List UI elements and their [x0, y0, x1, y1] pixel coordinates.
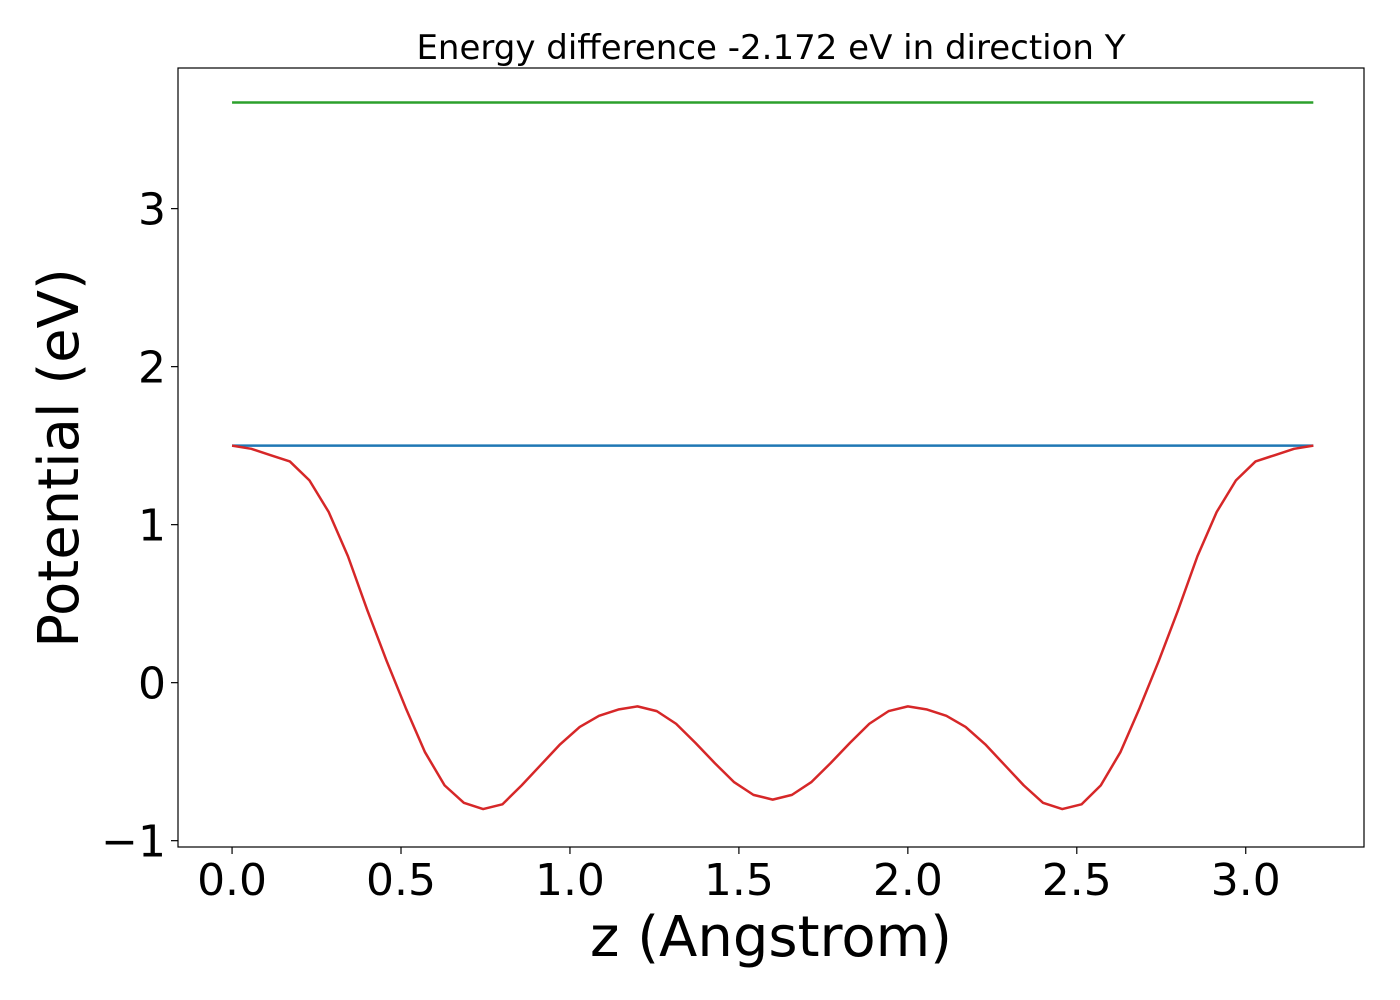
- series-red-potential-curve: [231, 444, 1314, 811]
- y-tick-label: 3: [138, 185, 166, 236]
- x-axis-label: z (Angstrom): [590, 905, 952, 970]
- series-layer: [231, 101, 1314, 811]
- x-tick-label: 1.0: [535, 855, 605, 906]
- x-tick-label: 2.0: [873, 855, 943, 906]
- y-tick-label: 2: [138, 343, 166, 394]
- chart-title: Energy difference -2.172 eV in direction…: [416, 28, 1125, 68]
- y-tick-label: 1: [138, 501, 166, 552]
- y-tick-label: −1: [101, 817, 166, 868]
- x-tick-label: 2.5: [1042, 855, 1112, 906]
- plot-area-frame: [177, 67, 1365, 848]
- y-axis-ticks: −1 0 1 2 3: [101, 185, 178, 868]
- y-tick-label: 0: [138, 659, 166, 710]
- x-tick-label: 0.5: [366, 855, 436, 906]
- x-tick-label: 1.5: [704, 855, 774, 906]
- x-tick-label: 3.0: [1211, 855, 1281, 906]
- y-axis-label: Potential (eV): [27, 268, 92, 648]
- x-axis-ticks: 0.0 0.5 1.0 1.5 2.0 2.5 3.0: [197, 847, 1281, 906]
- x-tick-label: 0.0: [197, 855, 267, 906]
